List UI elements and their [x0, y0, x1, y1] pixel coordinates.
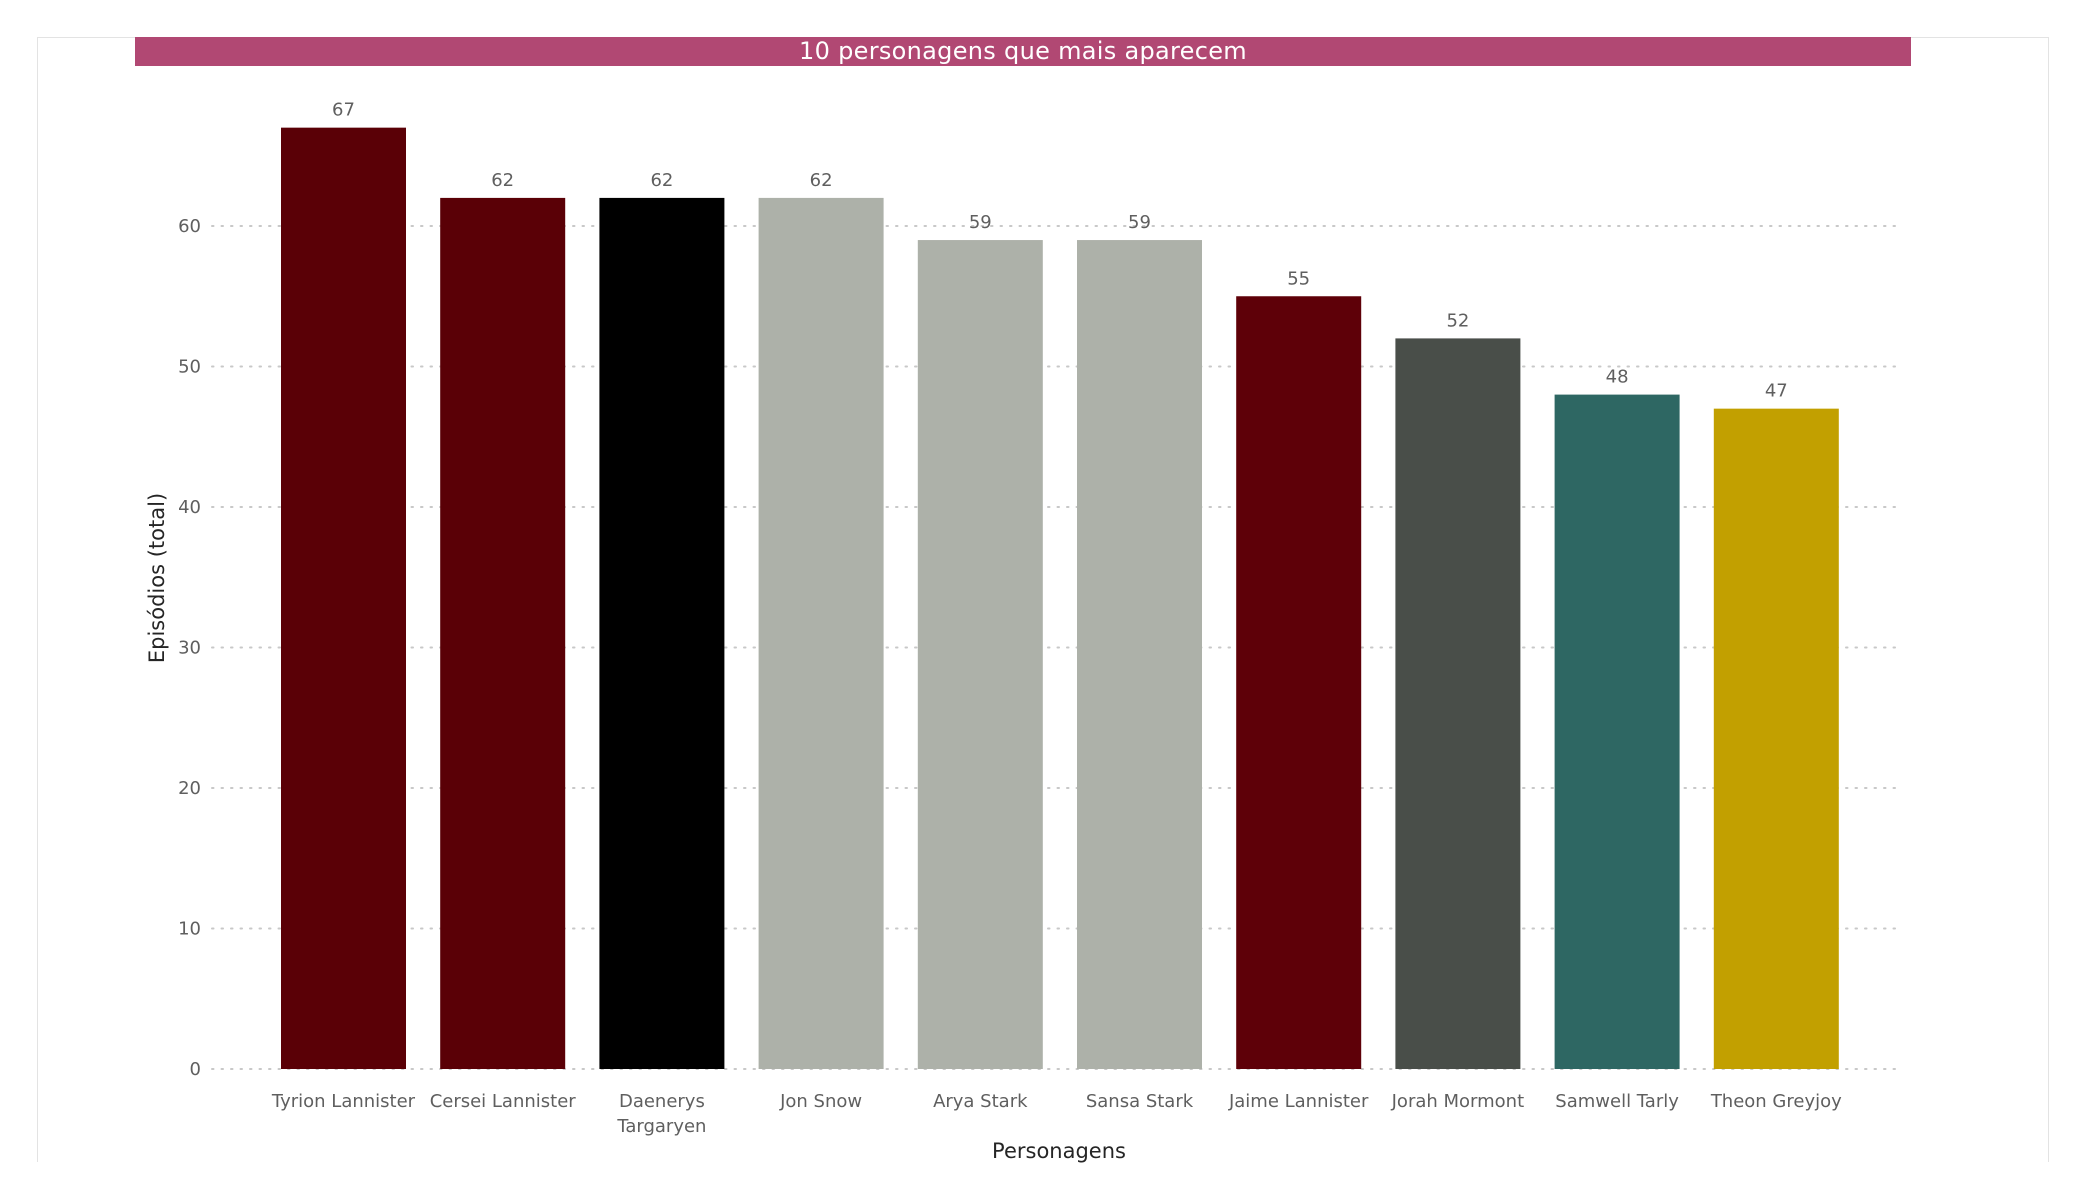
bar — [1554, 394, 1680, 1070]
chart-title: 10 personagens que mais aparecem — [135, 37, 1911, 66]
x-tick-label: Cersei Lannister — [430, 1091, 577, 1112]
bar — [1077, 240, 1202, 1070]
bar — [1395, 338, 1521, 1069]
x-tick-label: Jorah Mormont — [1391, 1091, 1525, 1112]
y-axis-title: Episódios (total) — [145, 493, 169, 663]
data-label: 62 — [650, 170, 673, 191]
x-tick-label: Jon Snow — [779, 1091, 862, 1112]
data-label: 48 — [1606, 367, 1629, 388]
bar — [599, 197, 725, 1069]
data-labels: 67 62 62 62 59 59 55 52 48 47 — [332, 100, 1788, 402]
bar — [758, 197, 884, 1069]
x-tick-label: Tyrion Lannister — [271, 1091, 416, 1112]
y-tick-label: 0 — [190, 1059, 201, 1080]
data-label: 55 — [1287, 268, 1310, 289]
y-tick-label: 20 — [178, 778, 201, 799]
x-axis-title: Personagens — [992, 1139, 1126, 1163]
bar — [440, 197, 566, 1069]
x-axis-ticks: Tyrion Lannister Cersei Lannister Daenerys… — [271, 1091, 1842, 1137]
data-label: 67 — [332, 100, 355, 121]
bar — [917, 240, 1043, 1070]
x-tick-label: Arya Stark — [933, 1091, 1028, 1112]
data-label: 47 — [1765, 381, 1788, 402]
y-tick-label: 50 — [178, 357, 201, 378]
y-tick-label: 10 — [178, 919, 201, 940]
x-tick-label: Sansa Stark — [1086, 1091, 1194, 1112]
data-label: 59 — [1128, 212, 1151, 233]
bar — [1713, 408, 1839, 1069]
bars — [281, 127, 1839, 1070]
x-tick-label: Jaime Lannister — [1228, 1091, 1369, 1112]
x-tick-label: Daenerys Targaryen — [616, 1091, 706, 1137]
data-label: 62 — [491, 170, 514, 191]
y-tick-label: 40 — [178, 497, 201, 518]
x-tick-label: Samwell Tarly — [1555, 1091, 1679, 1112]
x-tick-label: Theon Greyjoy — [1710, 1091, 1842, 1112]
y-axis-ticks: 0 10 20 30 40 50 60 — [178, 216, 201, 1080]
y-tick-label: 60 — [178, 216, 201, 237]
data-label: 59 — [969, 212, 992, 233]
y-tick-label: 30 — [178, 638, 201, 659]
bar — [1236, 296, 1362, 1069]
data-label: 62 — [810, 170, 833, 191]
data-label: 52 — [1446, 310, 1469, 331]
bar — [281, 127, 406, 1069]
